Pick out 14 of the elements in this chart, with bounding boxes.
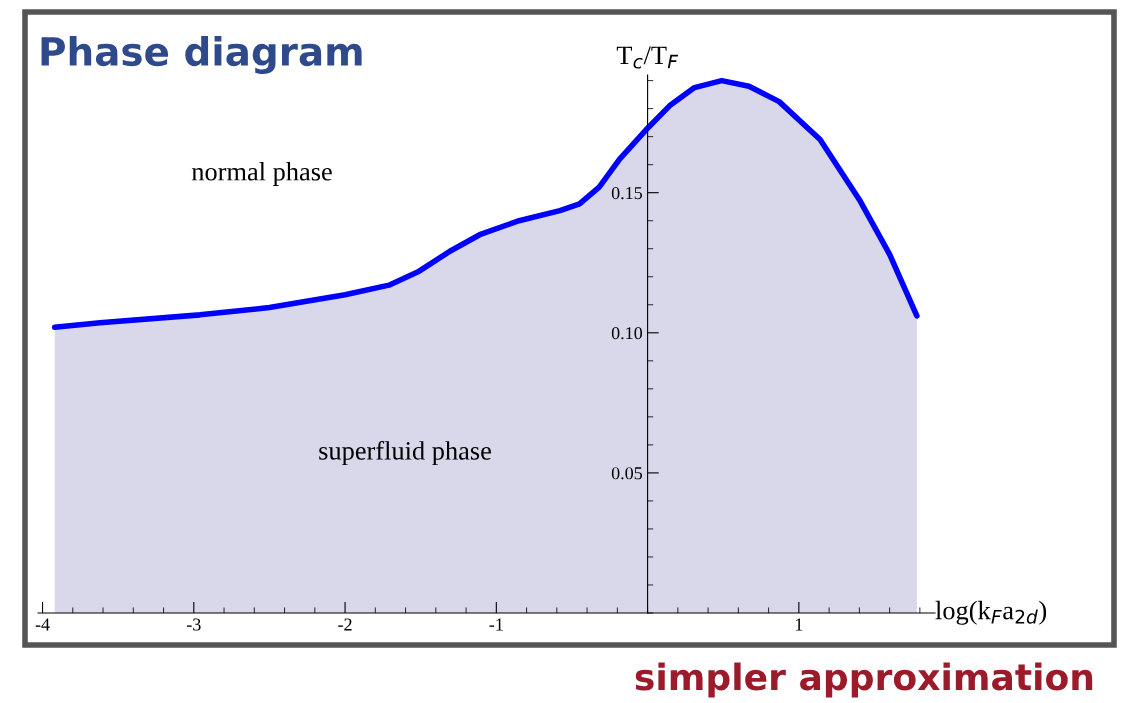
- y-tick-label: 0.15: [611, 186, 643, 200]
- x-tick-label: -4: [35, 618, 50, 631]
- x-tick-label: -1: [489, 618, 503, 631]
- annotation: normal phase: [191, 162, 332, 186]
- y-tick-label: 0.10: [611, 327, 643, 340]
- chart-title: Phase diagram: [41, 36, 362, 74]
- x-tick-label: 1: [795, 618, 803, 631]
- y-tick-label: 0.05: [611, 467, 643, 480]
- x-tick-label: -2: [338, 618, 352, 631]
- x-axis-title: log(k$_{F}$a$_{2d}$): [935, 600, 1047, 625]
- annotation: superfluid phase: [319, 440, 491, 466]
- text: simpler approximation: [635, 662, 1093, 698]
- x-tick-label: -3: [186, 618, 201, 631]
- y-axis-title: T$_{c}$/T$_{F}$: [616, 46, 679, 69]
